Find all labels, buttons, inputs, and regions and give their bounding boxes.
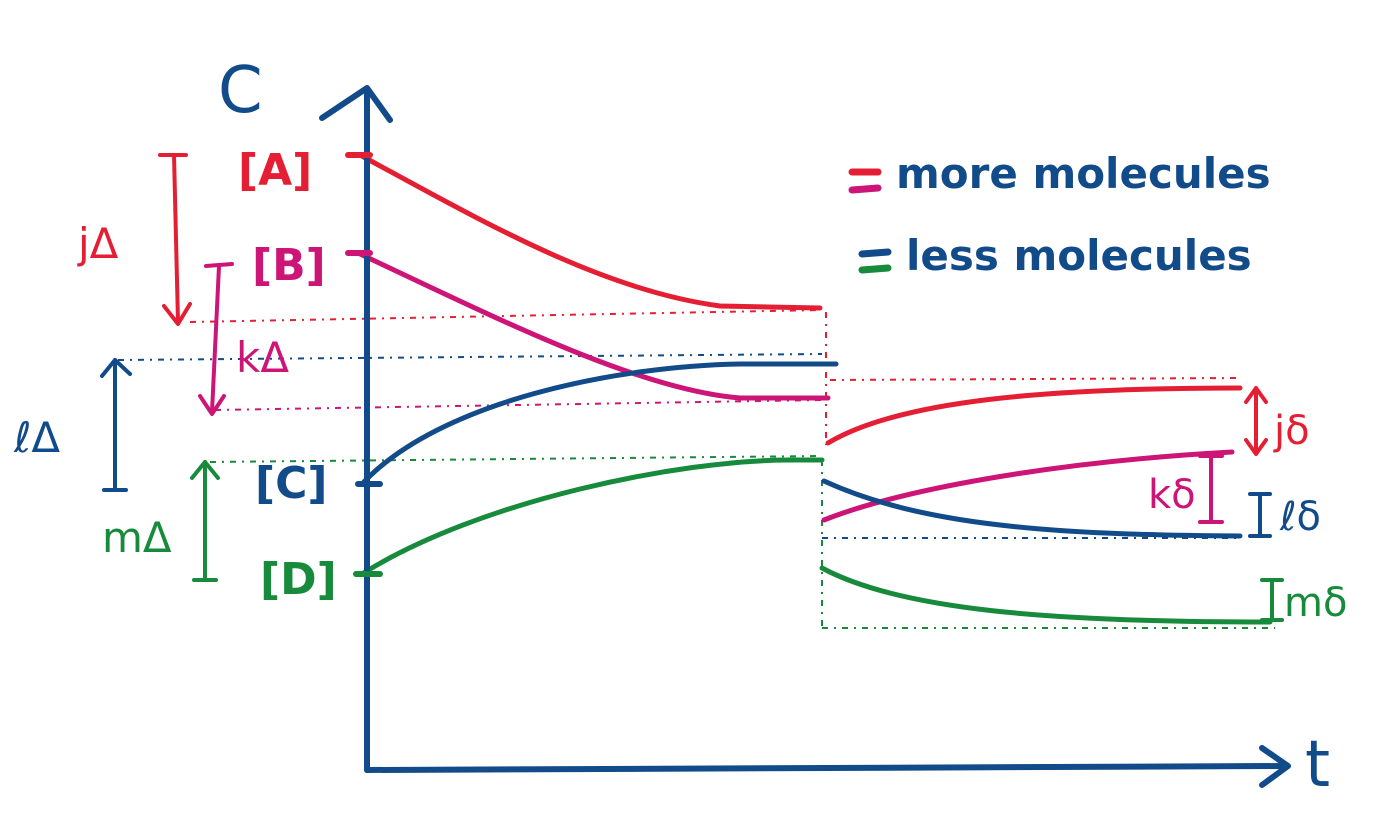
marker-l-delta-shift bbox=[1248, 492, 1272, 538]
concentration-curves bbox=[355, 152, 1273, 625]
legend: more molecules less molecules bbox=[848, 149, 1271, 280]
curve-A-part1 bbox=[357, 152, 823, 311]
arrow-l-delta bbox=[100, 358, 132, 492]
ref-line-C-initial bbox=[117, 353, 823, 361]
species-label-D: [D] bbox=[260, 554, 337, 605]
curve-C-part1 bbox=[359, 361, 839, 487]
delta-label-C: ℓΔ bbox=[13, 413, 60, 462]
arrow-k-delta bbox=[198, 262, 234, 416]
species-label-C: [C] bbox=[255, 458, 328, 509]
curve-D-part2 bbox=[819, 565, 1273, 625]
shift-label-B: kδ bbox=[1148, 472, 1196, 518]
ref-line-B-initial bbox=[214, 399, 823, 411]
shift-label-C: ℓδ bbox=[1279, 494, 1321, 540]
x-axis bbox=[364, 763, 1288, 773]
legend-less-swatch bbox=[858, 248, 892, 274]
shift-label-D: mδ bbox=[1284, 580, 1347, 626]
ref-line-A-shift bbox=[829, 377, 1241, 381]
curve-C-part2 bbox=[821, 478, 1243, 539]
delta-label-A: jΔ bbox=[77, 219, 119, 268]
legend-less-label: less molecules bbox=[906, 231, 1252, 280]
curve-B-part2 bbox=[821, 449, 1235, 523]
arrow-m-delta bbox=[190, 460, 220, 582]
y-axis-arrowhead bbox=[319, 85, 393, 123]
marker-j-delta-shift bbox=[1244, 386, 1268, 456]
shift-change-markers bbox=[1198, 386, 1284, 622]
x-axis-arrowhead bbox=[1259, 745, 1291, 788]
legend-more-swatch bbox=[848, 168, 882, 194]
arrow-j-delta bbox=[158, 153, 192, 326]
y-axis-label: C bbox=[218, 54, 263, 128]
x-axis-label: t bbox=[1305, 728, 1330, 802]
delta-label-D: mΔ bbox=[102, 513, 172, 562]
shift-label-A: jδ bbox=[1273, 408, 1310, 454]
curve-A-part2 bbox=[825, 385, 1243, 446]
species-label-A: [A] bbox=[238, 145, 312, 196]
legend-more-label: more molecules bbox=[896, 149, 1271, 198]
axis-ticks bbox=[345, 152, 383, 577]
delta-label-B: kΔ bbox=[236, 333, 289, 382]
marker-m-delta-shift bbox=[1260, 578, 1284, 622]
ref-line-A-initial bbox=[189, 309, 823, 323]
ref-line-D-initial bbox=[209, 455, 823, 463]
reference-lines-initial bbox=[117, 309, 823, 463]
curve-B-part1 bbox=[355, 250, 831, 401]
initial-change-arrows bbox=[100, 153, 234, 582]
marker-k-delta-shift bbox=[1198, 454, 1224, 524]
reference-lines-shift bbox=[821, 312, 1275, 629]
axes bbox=[319, 85, 1291, 788]
species-label-B: [B] bbox=[252, 240, 326, 291]
curve-D-part1 bbox=[359, 457, 825, 577]
